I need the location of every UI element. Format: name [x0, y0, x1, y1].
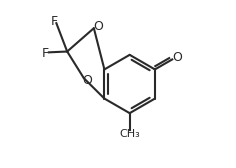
- Text: CH₃: CH₃: [119, 130, 140, 139]
- Text: O: O: [93, 20, 103, 33]
- Text: O: O: [82, 74, 92, 87]
- Text: O: O: [173, 51, 182, 64]
- Text: F: F: [42, 47, 49, 60]
- Text: F: F: [50, 15, 57, 28]
